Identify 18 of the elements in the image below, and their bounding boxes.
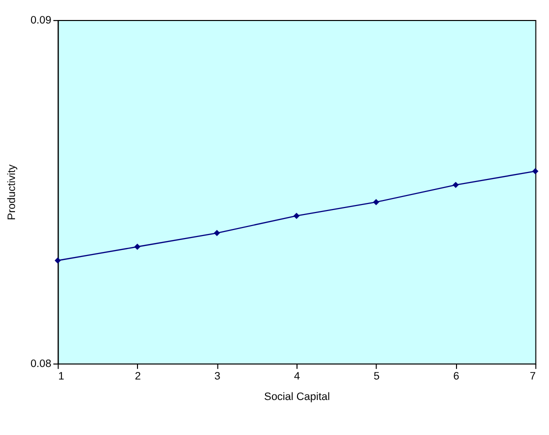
x-axis-title: Social Capital (264, 391, 330, 404)
y-axis-title: Productivity (6, 164, 18, 220)
x-tick-label: 7 (530, 370, 536, 383)
x-tick-label: 2 (134, 370, 141, 383)
x-tick-label: 1 (58, 370, 64, 383)
point (134, 244, 140, 250)
x-tick-label: 4 (294, 370, 300, 383)
point (293, 212, 300, 219)
x-tick-label: 5 (374, 370, 380, 383)
point (373, 199, 380, 206)
point (532, 168, 538, 174)
point (452, 182, 459, 188)
x-tick-label: 6 (453, 370, 460, 383)
y-tick-label: 0.09 (30, 14, 52, 26)
point (214, 230, 220, 236)
x-tick-label: 3 (214, 370, 220, 383)
y-tick-label: 0.08 (30, 358, 52, 370)
point (54, 257, 61, 264)
